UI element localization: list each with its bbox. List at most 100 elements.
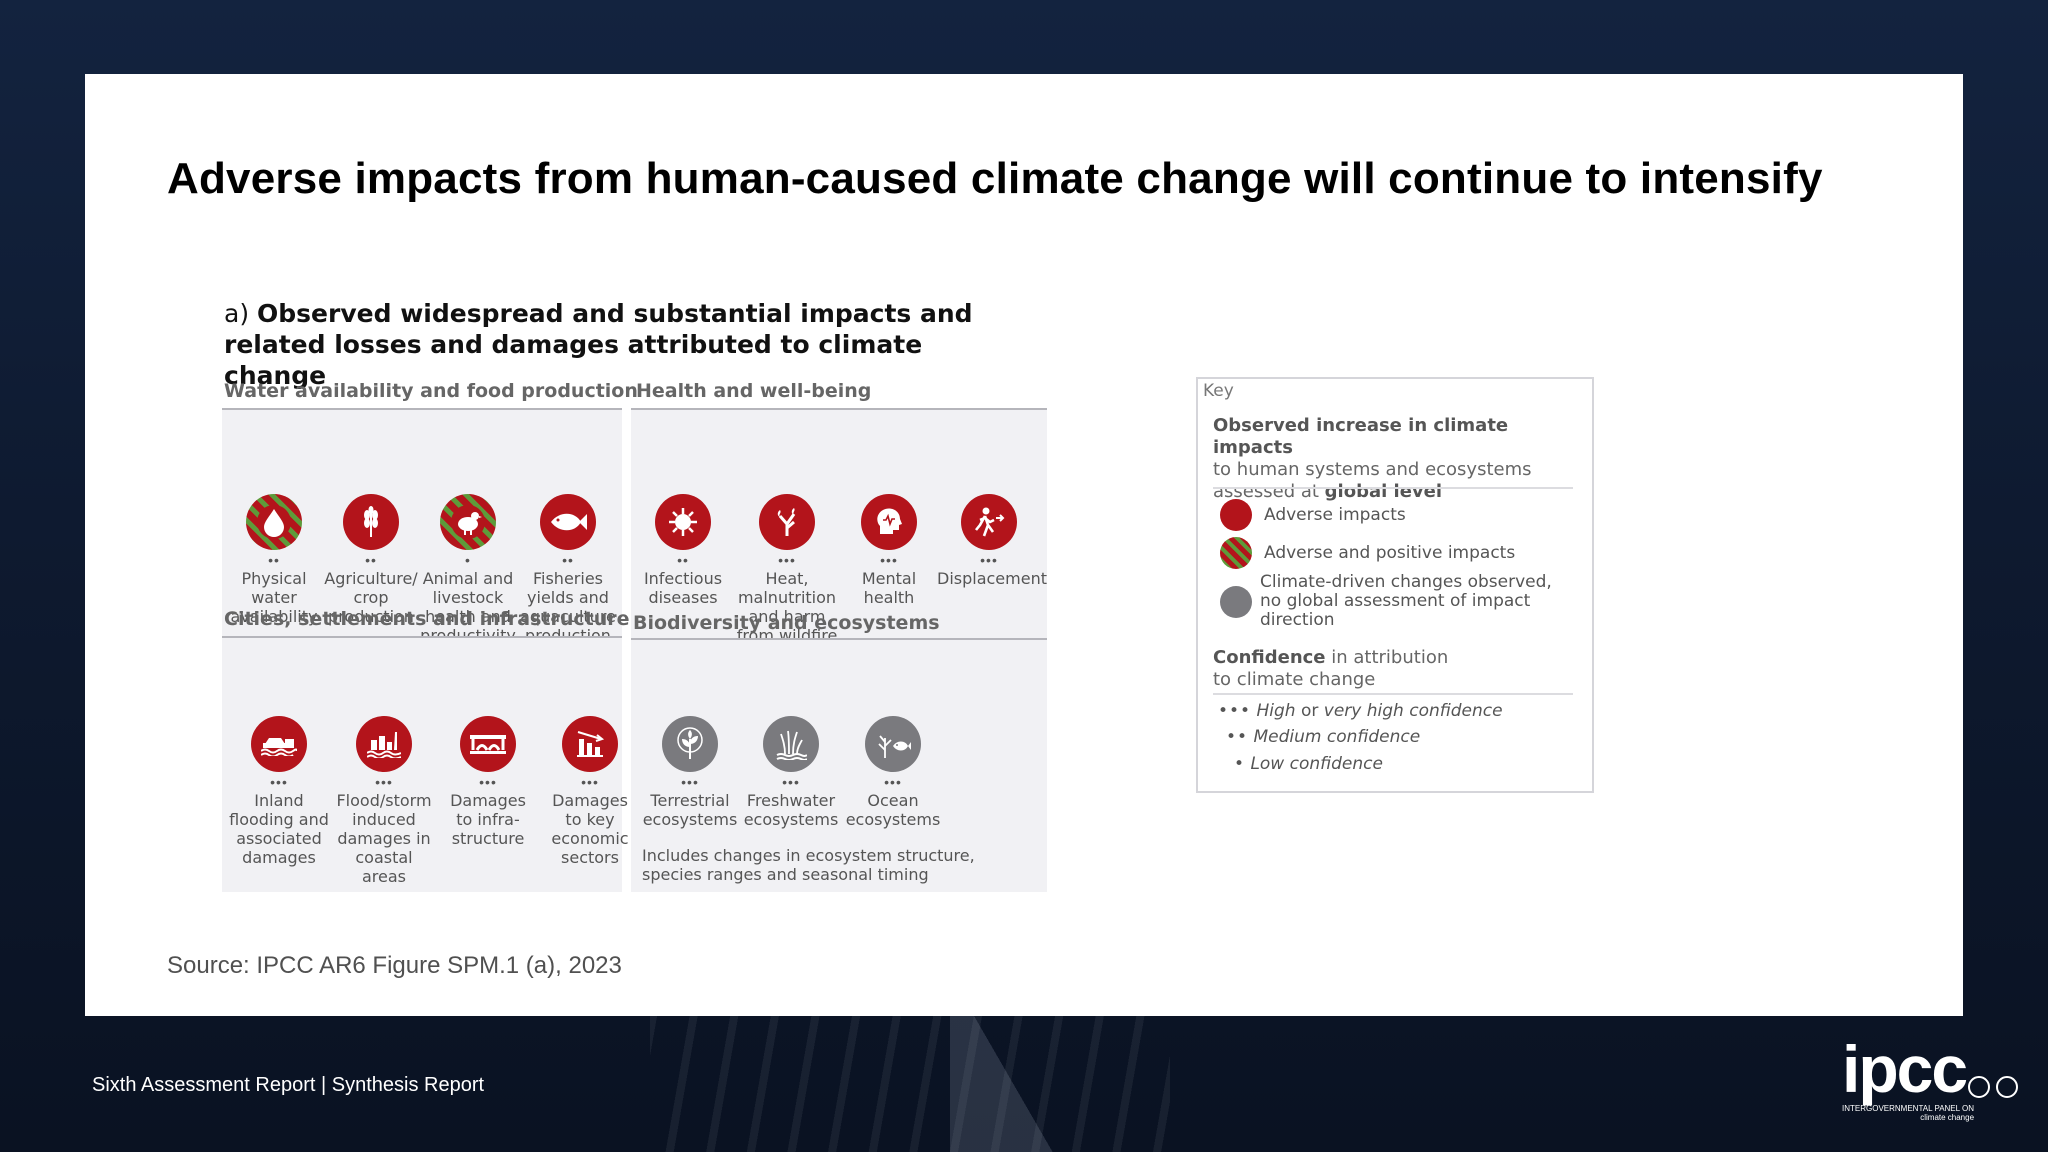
key-medium-confidence: •• Medium confidence bbox=[1226, 727, 1421, 747]
item-economic-sectors: ••• Damages to key economic sectors bbox=[538, 716, 642, 867]
plant-icon bbox=[662, 716, 718, 772]
panel-water: •• Physical water availability •• Agricult… bbox=[222, 410, 622, 654]
figure-prefix: a) bbox=[224, 299, 250, 328]
item-displacement: ••• Displacement bbox=[937, 494, 1047, 588]
item-label: Physical water availability bbox=[230, 569, 318, 626]
figure-title-line2: related losses and damages attributed to… bbox=[224, 330, 923, 390]
item-terrestrial: ••• Terrestrial ecosystems bbox=[638, 716, 742, 829]
adverse-positive-swatch bbox=[1220, 537, 1252, 569]
item-label: Agriculture/crop production bbox=[324, 569, 418, 626]
confidence-dots: •• bbox=[677, 552, 689, 568]
wildfire-icon bbox=[759, 494, 815, 550]
confidence-dots: ••• bbox=[581, 774, 599, 790]
item-coastal-damages: ••• Flood/storm induced damages in coastal … bbox=[332, 716, 436, 886]
item-infrastructure: ••• Damages to infra-structure bbox=[436, 716, 540, 848]
wmo-emblem-icon bbox=[1968, 1076, 1990, 1098]
item-label: Terrestrial ecosystems bbox=[642, 791, 738, 829]
confidence-dots: • bbox=[465, 552, 471, 568]
item-agriculture: •• Agriculture/crop production bbox=[319, 494, 423, 626]
panel-divider bbox=[631, 638, 1047, 640]
water-drop-icon bbox=[246, 494, 302, 550]
panel-divider bbox=[222, 636, 622, 638]
confidence-dots: ••• bbox=[479, 774, 497, 790]
adverse-swatch bbox=[1220, 499, 1252, 531]
confidence-dots: ••• bbox=[880, 552, 898, 568]
confidence-dots: ••• bbox=[270, 774, 288, 790]
panel-title-biodiversity: Biodiversity and ecosystems bbox=[633, 612, 940, 634]
un-emblems bbox=[1968, 1076, 2018, 1098]
slide-canvas: Adverse impacts from human-caused climat… bbox=[85, 74, 1963, 1016]
biodiversity-note: Includes changes in ecosystem structure,… bbox=[642, 846, 975, 884]
item-label: Displacement bbox=[937, 569, 1047, 588]
confidence-dots: ••• bbox=[375, 774, 393, 790]
item-label: Ocean ecosystems bbox=[845, 791, 941, 829]
key-divider bbox=[1213, 487, 1573, 489]
panel-divider bbox=[222, 408, 622, 410]
panel-health: •• Infectious diseases ••• Heat, malnutrit… bbox=[631, 410, 1047, 654]
source-caption: Source: IPCC AR6 Figure SPM.1 (a), 2023 bbox=[167, 952, 622, 979]
confidence-dots: ••• bbox=[782, 774, 800, 790]
panel-title-cities: Cities, settlements and infrastructure bbox=[224, 608, 630, 630]
item-physical-water: •• Physical water availability bbox=[222, 494, 326, 626]
running-person-icon bbox=[961, 494, 1017, 550]
bridge-icon bbox=[460, 716, 516, 772]
unep-emblem-icon bbox=[1996, 1076, 2018, 1098]
item-label: Damages to key economic sectors bbox=[551, 791, 629, 867]
panel-biodiversity: ••• Terrestrial ecosystems ••• Freshwater… bbox=[631, 640, 1047, 892]
key-high-confidence: ••• High or very high confidence bbox=[1218, 701, 1503, 721]
background-highway-image bbox=[950, 1010, 1210, 1152]
key-title: Key bbox=[1203, 381, 1234, 401]
confidence-dots: •• bbox=[365, 552, 377, 568]
wheat-icon bbox=[343, 494, 399, 550]
key-adverse-positive: Adverse and positive impacts bbox=[1220, 537, 1515, 569]
confidence-dots: ••• bbox=[980, 552, 998, 568]
neutral-swatch bbox=[1220, 585, 1252, 618]
item-infectious-diseases: •• Infectious diseases bbox=[631, 494, 735, 607]
confidence-dots: ••• bbox=[884, 774, 902, 790]
virus-icon bbox=[655, 494, 711, 550]
key-confidence-heading: Confidence in attribution to climate cha… bbox=[1213, 647, 1449, 690]
confidence-dots: •• bbox=[268, 552, 280, 568]
reeds-icon bbox=[763, 716, 819, 772]
confidence-dots: ••• bbox=[778, 552, 796, 568]
footer-report-title: Sixth Assessment Report | Synthesis Repo… bbox=[92, 1074, 485, 1096]
coral-fish-icon bbox=[865, 716, 921, 772]
item-label: Mental health bbox=[861, 569, 917, 607]
falling-chart-icon bbox=[562, 716, 618, 772]
fish-icon bbox=[540, 494, 596, 550]
item-label: Flood/storm induced damages in coastal area… bbox=[336, 791, 432, 886]
hen-icon bbox=[440, 494, 496, 550]
key-climate-driven: Climate-driven changes observed, no globa… bbox=[1220, 573, 1592, 630]
confidence-dots: •• bbox=[562, 552, 574, 568]
key-adverse: Adverse impacts bbox=[1220, 499, 1406, 531]
item-label: Infectious diseases bbox=[643, 569, 723, 607]
logo-subtitle: INTERGOVERNMENTAL PANEL ON climate chang… bbox=[1842, 1104, 1975, 1122]
slide-title: Adverse impacts from human-caused climat… bbox=[167, 154, 1823, 203]
item-freshwater: ••• Freshwater ecosystems bbox=[739, 716, 843, 829]
coastal-city-icon bbox=[356, 716, 412, 772]
logo-wordmark: ipcc bbox=[1842, 1032, 1968, 1106]
panel-cities: ••• Inland flooding and associated damages … bbox=[222, 638, 629, 892]
key-divider bbox=[1213, 693, 1573, 695]
item-mental-health: ••• Mental health bbox=[837, 494, 941, 607]
background-road-image bbox=[650, 1010, 1170, 1152]
confidence-dots: ••• bbox=[681, 774, 699, 790]
key-impacts-heading: Observed increase in climate impacts to … bbox=[1213, 415, 1532, 502]
item-inland-flooding: ••• Inland flooding and associated damages bbox=[227, 716, 331, 867]
legend-key: Key Observed increase in climate impacts… bbox=[1196, 377, 1594, 793]
item-ocean: ••• Ocean ecosystems bbox=[841, 716, 945, 829]
key-low-confidence: • Low confidence bbox=[1234, 754, 1383, 774]
head-icon bbox=[861, 494, 917, 550]
panel-divider bbox=[631, 408, 1047, 410]
figure-title-line1: Observed widespread and substantial impa… bbox=[257, 299, 973, 328]
figure-title: a) Observed widespread and substantial i… bbox=[224, 298, 1024, 391]
flooded-car-icon bbox=[251, 716, 307, 772]
item-label: Freshwater ecosystems bbox=[743, 791, 839, 829]
item-label: Damages to infra-structure bbox=[450, 791, 526, 848]
item-label: Inland flooding and associated damages bbox=[229, 791, 329, 867]
ipcc-logo: ipcc INTERGOVERNMENTAL PANEL ON climate … bbox=[1842, 1036, 1974, 1122]
panel-title-health: Health and well-being bbox=[636, 380, 872, 402]
